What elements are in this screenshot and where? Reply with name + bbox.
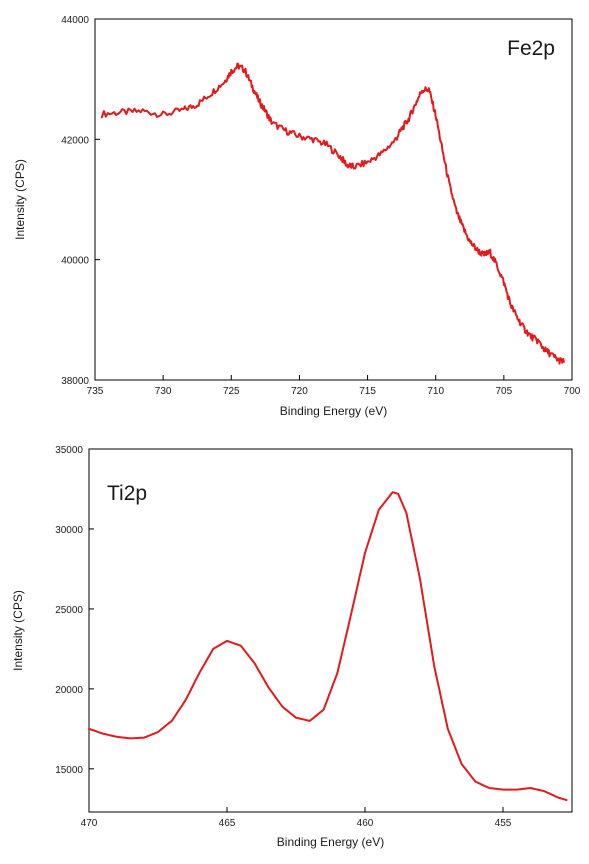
x-tick-label: 700	[564, 386, 581, 397]
plot-frame	[94, 18, 573, 381]
y-tick-label: 30000	[55, 525, 83, 536]
x-tick-label: 455	[495, 818, 512, 829]
y-tick-label: 35000	[55, 445, 83, 456]
x-tick-label: 460	[357, 818, 374, 829]
y-tick-label: 15000	[55, 765, 83, 776]
x-tick-label: 720	[291, 386, 308, 397]
y-tick-label: 42000	[61, 135, 89, 146]
x-tick-label: 735	[87, 386, 104, 397]
x-tick-label: 730	[155, 386, 172, 397]
plot-frame	[88, 448, 573, 813]
y-tick-label: 20000	[55, 685, 83, 696]
series-line-ti2p	[88, 491, 568, 801]
y-tick-label: 40000	[61, 256, 89, 267]
x-tick-label: 725	[223, 386, 240, 397]
y-tick-label: 38000	[61, 376, 89, 387]
x-tick-label: 465	[219, 818, 236, 829]
x-tick-label: 705	[496, 386, 513, 397]
y-axis-label: Intensity (CPS)	[13, 159, 27, 240]
panel-title-fe2p: Fe2p	[507, 37, 555, 60]
chart-panel-fe2p: 735 730 725 720 715 710 705 700 38000 40000 42000 4…	[13, 15, 581, 418]
y-tick-label: 25000	[55, 605, 83, 616]
x-tick-label: 710	[427, 386, 444, 397]
panel-title-ti2p: Ti2p	[107, 482, 147, 505]
chart-panel-ti2p: 470 465 460 455 15000 20000 25000 30000 35000 Bin…	[11, 445, 573, 849]
x-tick-label: 470	[81, 818, 98, 829]
y-axis-label: Intensity (CPS)	[11, 590, 25, 671]
x-axis-label: Binding Energy (eV)	[277, 835, 384, 849]
x-tick-label: 715	[359, 386, 376, 397]
series-line-fe2p	[100, 62, 565, 365]
x-axis-label: Binding Energy (eV)	[280, 404, 387, 418]
y-tick-label: 44000	[61, 15, 89, 26]
